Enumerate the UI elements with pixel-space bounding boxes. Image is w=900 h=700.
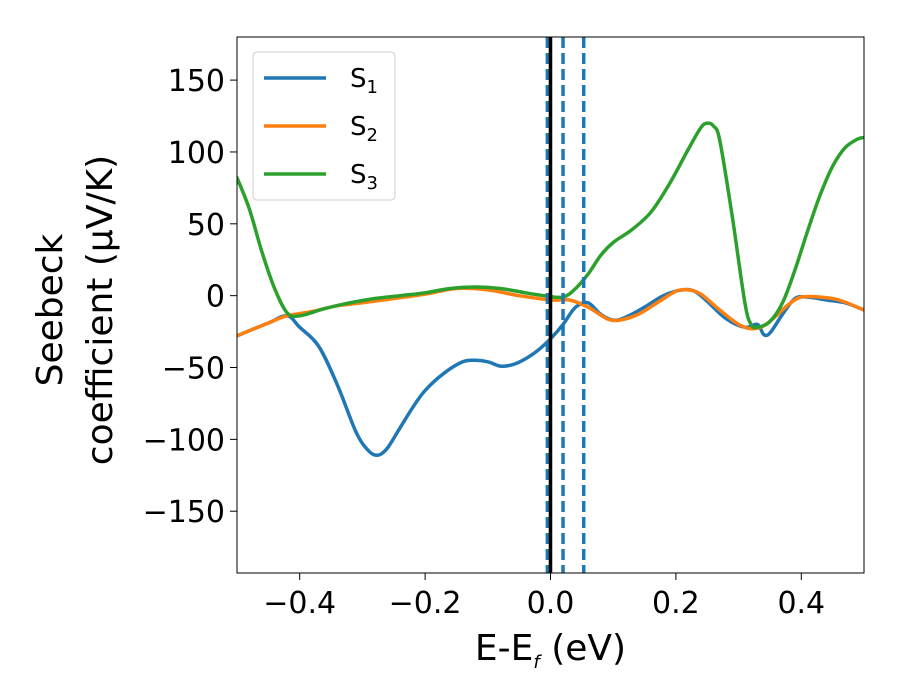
- y-tick-label: 0: [206, 280, 225, 315]
- x-axis-title-main: E-E: [475, 628, 533, 669]
- x-tick-label: 0.4: [777, 586, 825, 621]
- legend-label-s2: S2: [350, 112, 378, 146]
- x-tick-label: 0.2: [652, 586, 700, 621]
- y-axis-title-line2: coefficient (μV/K): [80, 155, 121, 465]
- y-tick-label: 50: [187, 208, 225, 243]
- legend: S1 S2 S3: [252, 51, 396, 201]
- axis-ticks: −0.4 −0.2 0.0 0.2 0.4 150 100 50 0 −50 −100 −150: [143, 64, 826, 621]
- y-tick-label: −100: [143, 423, 225, 458]
- x-axis-title-sub: f: [533, 652, 542, 673]
- y-axis-title: Seebeck coefficient (μV/K): [30, 155, 121, 465]
- legend-label-s1: S1: [350, 64, 378, 98]
- y-axis-title-line1: Seebeck: [30, 233, 71, 386]
- plot-area: [237, 37, 864, 573]
- x-axis-title: E-Ef (eV): [475, 628, 626, 673]
- y-tick-label: 100: [168, 136, 225, 171]
- y-tick-label: −50: [162, 352, 225, 387]
- y-tick-label: −150: [143, 495, 225, 530]
- x-tick-label: 0.0: [527, 586, 575, 621]
- x-tick-label: −0.4: [263, 586, 336, 621]
- series-line-s1: [237, 287, 864, 458]
- x-tick-label: −0.2: [389, 586, 462, 621]
- legend-label-s3: S3: [350, 160, 378, 194]
- series-line-s3: [237, 121, 864, 330]
- y-tick-label: 150: [168, 64, 225, 99]
- x-axis-title-unit: (eV): [540, 628, 626, 669]
